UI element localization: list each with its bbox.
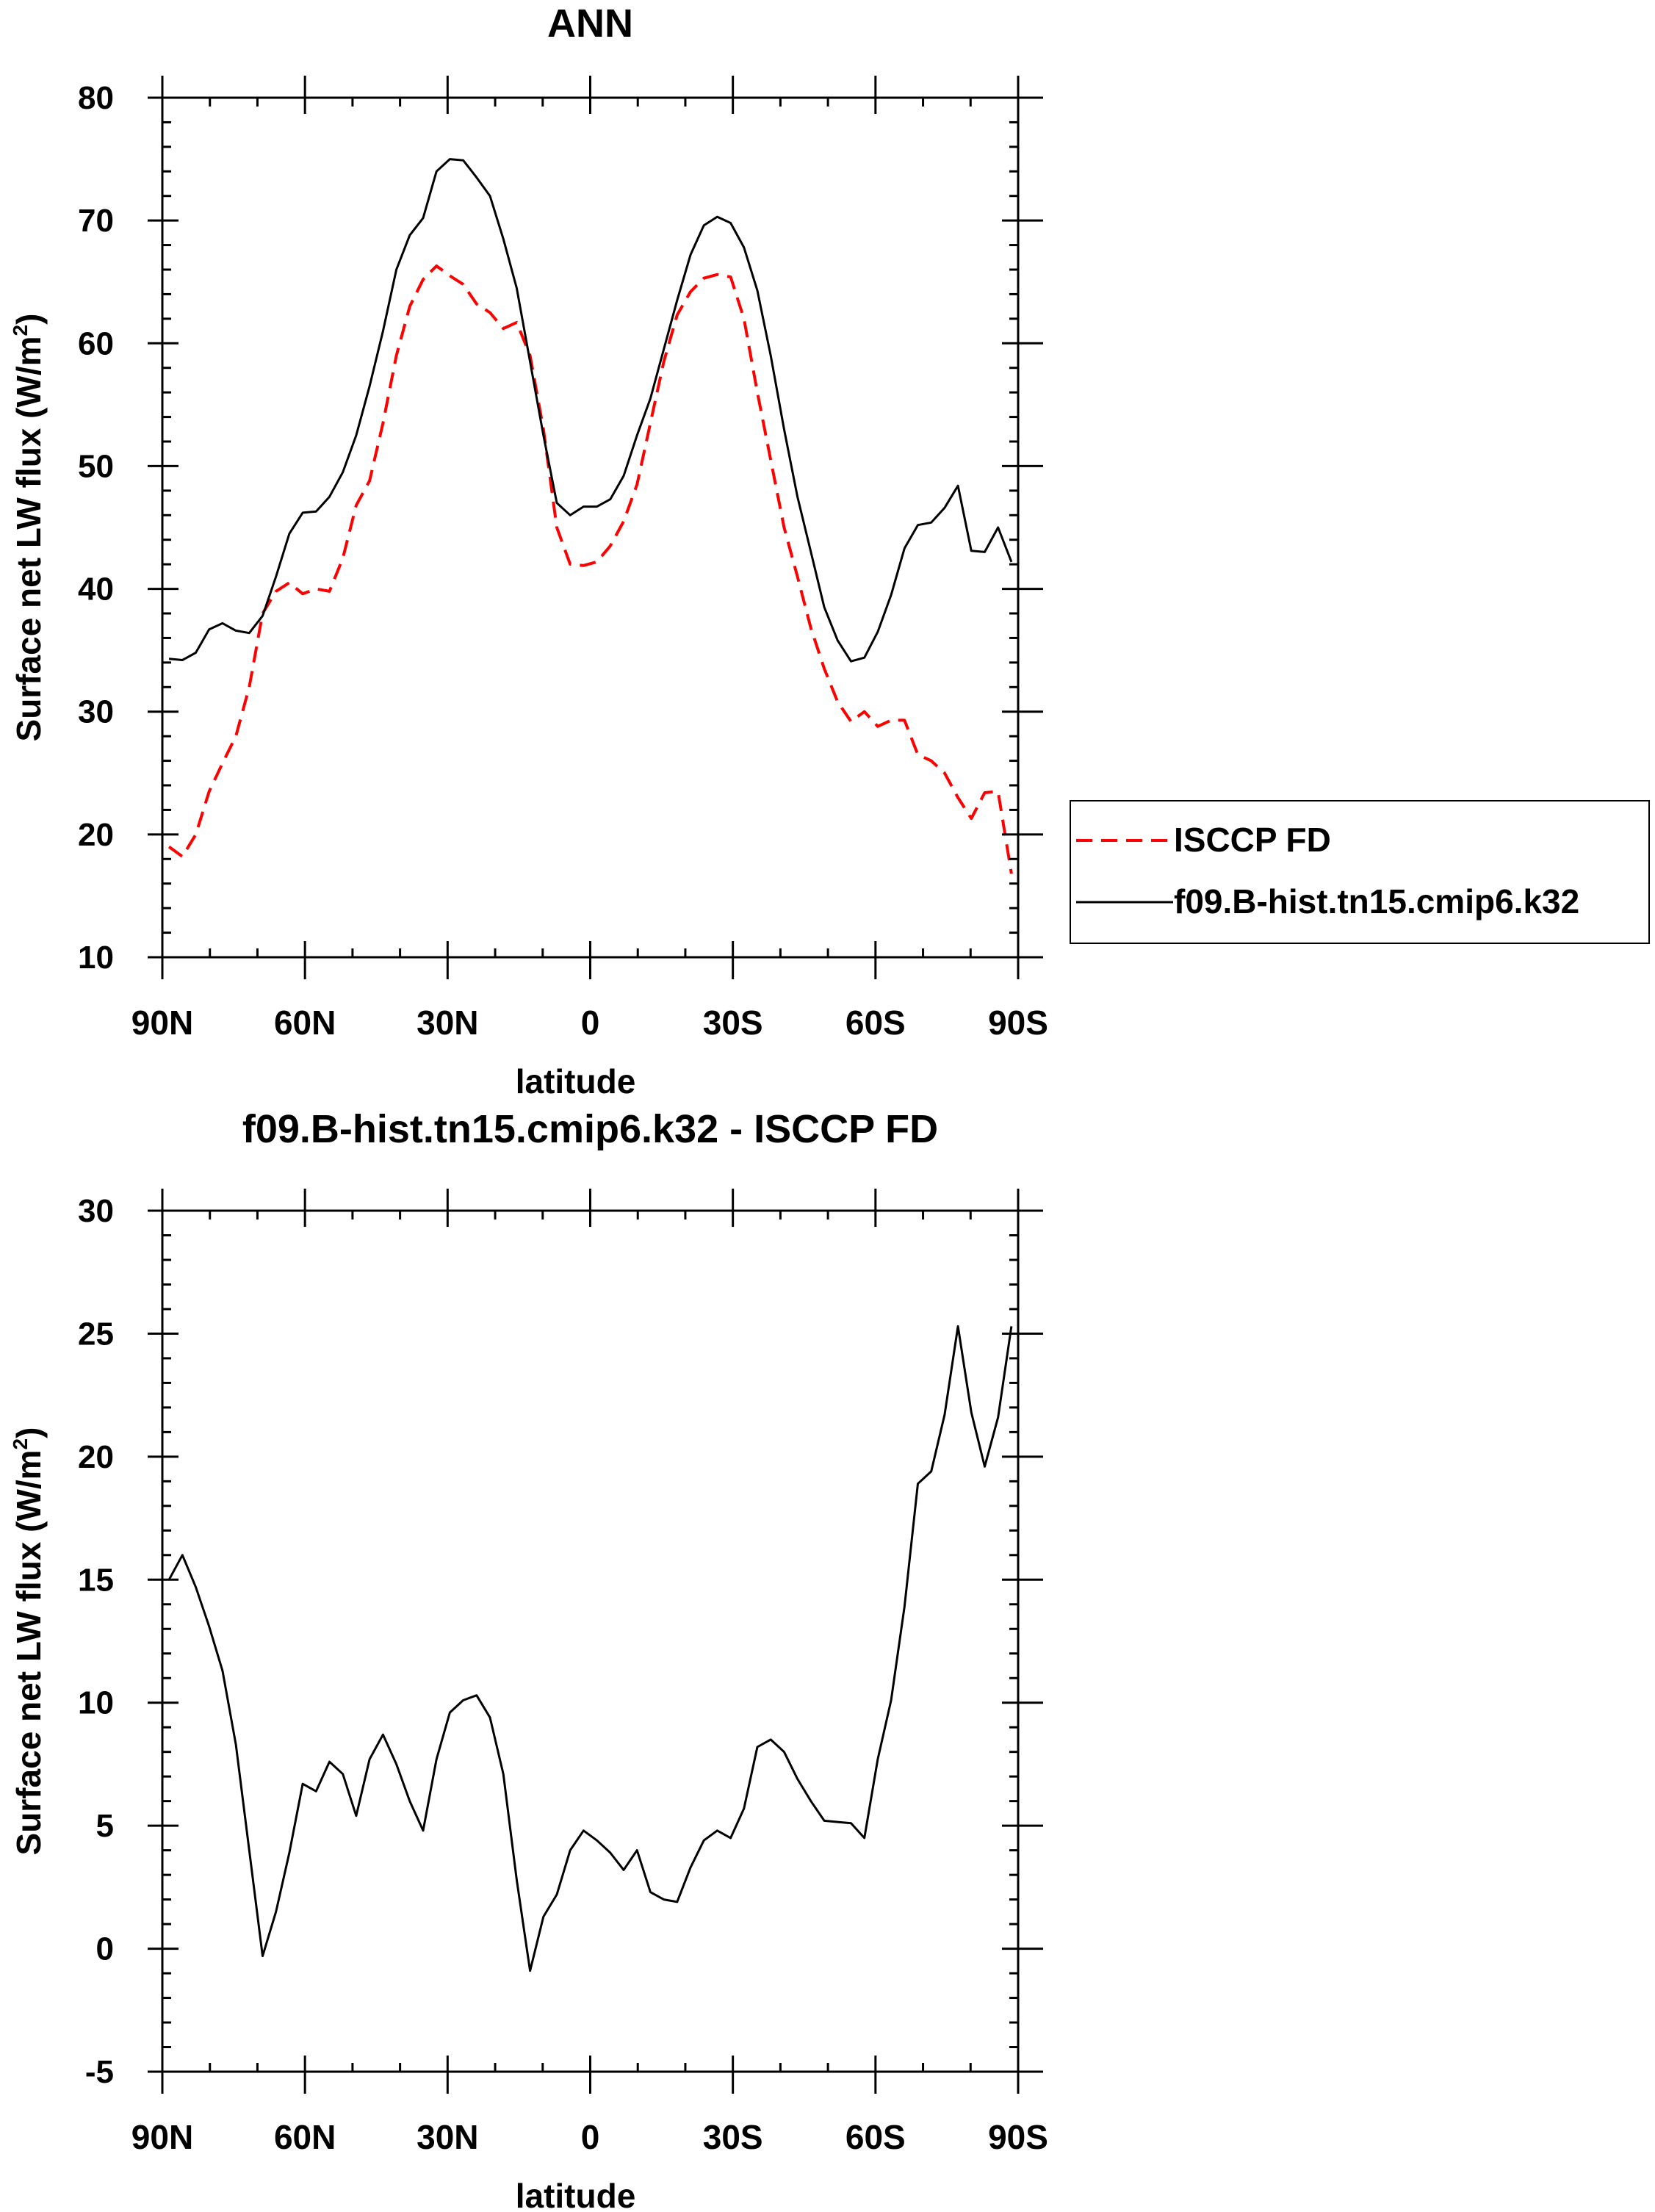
legend-label-isccp: ISCCP FD (1174, 821, 1331, 859)
y-axis-label-close: ) (10, 314, 48, 325)
legend: ISCCP FD f09.B-hist.tn15.cmip6.k32 (1070, 800, 1650, 944)
y-tick-label: 10 (78, 940, 114, 976)
x-tick-label: 30N (417, 2118, 478, 2156)
x-axis-label: latitude (516, 1062, 636, 1100)
x-tick-label: 60S (845, 2118, 906, 2156)
series-line-0 (167, 264, 1013, 874)
series-line-1 (168, 158, 1013, 663)
y-tick-label: 40 (78, 572, 114, 608)
x-tick-label: 60S (845, 1004, 906, 1042)
difference-plot: f09.B-hist.tn15.cmip6.k32 - ISCCP FD -5 0 5… (9, 1107, 1048, 2212)
y-axis-label: Surface net LW flux (W/m2) (9, 314, 48, 742)
y-axis-label-main: Surface net LW flux (W/m (10, 336, 48, 741)
x-tick-label: 0 (581, 2118, 600, 2156)
x-axis-label: latitude (516, 2177, 636, 2212)
x-tick-label: 90N (131, 1004, 193, 1042)
x-tick-label: 60N (274, 1004, 336, 1042)
x-tick-label: 0 (581, 1004, 600, 1042)
plot-title: ANN (547, 1, 633, 46)
legend-label-model: f09.B-hist.tn15.cmip6.k32 (1174, 882, 1579, 921)
x-tick-label: 30S (703, 1004, 763, 1042)
y-axis-label-superscript: 2 (9, 325, 32, 336)
y-tick-label: 80 (78, 80, 114, 116)
x-tick-label: 30N (417, 1004, 478, 1042)
x-tick-label: 90S (988, 2118, 1048, 2156)
y-axis-label-superscript: 2 (9, 1438, 32, 1450)
y-tick-label: 0 (96, 1931, 114, 1967)
y-axis-label: Surface net LW flux (W/m2) (9, 1427, 48, 1856)
plot-title: f09.B-hist.tn15.cmip6.k32 - ISCCP FD (242, 1107, 938, 1151)
y-tick-label: 20 (78, 1439, 114, 1475)
y-tick-label: 70 (78, 203, 114, 239)
x-tick-label: 60N (274, 2118, 336, 2156)
y-tick-label: 5 (96, 1808, 114, 1844)
y-tick-label: 25 (78, 1316, 114, 1352)
annual-mean-plot: ANN 10 20 30 40 50 60 70 80 90N 60N 30N 0 30S 60S 90S la… (9, 1, 1048, 1100)
y-tick-label: -5 (85, 2054, 114, 2090)
y-axis-label-main: Surface net LW flux (W/m (10, 1449, 48, 1855)
series-line-0 (167, 1325, 1013, 1973)
y-tick-label: 60 (78, 325, 114, 361)
x-tick-label: 30S (703, 2118, 763, 2156)
y-tick-label: 20 (78, 817, 114, 853)
y-tick-label: 30 (78, 694, 114, 730)
y-axis-label-close: ) (10, 1427, 48, 1438)
x-tick-label: 90S (988, 1004, 1048, 1042)
x-tick-label: 90N (131, 2118, 193, 2156)
y-tick-label: 10 (78, 1685, 114, 1721)
y-tick-label: 50 (78, 448, 114, 484)
y-tick-label: 15 (78, 1562, 114, 1598)
y-tick-label: 30 (78, 1193, 114, 1229)
